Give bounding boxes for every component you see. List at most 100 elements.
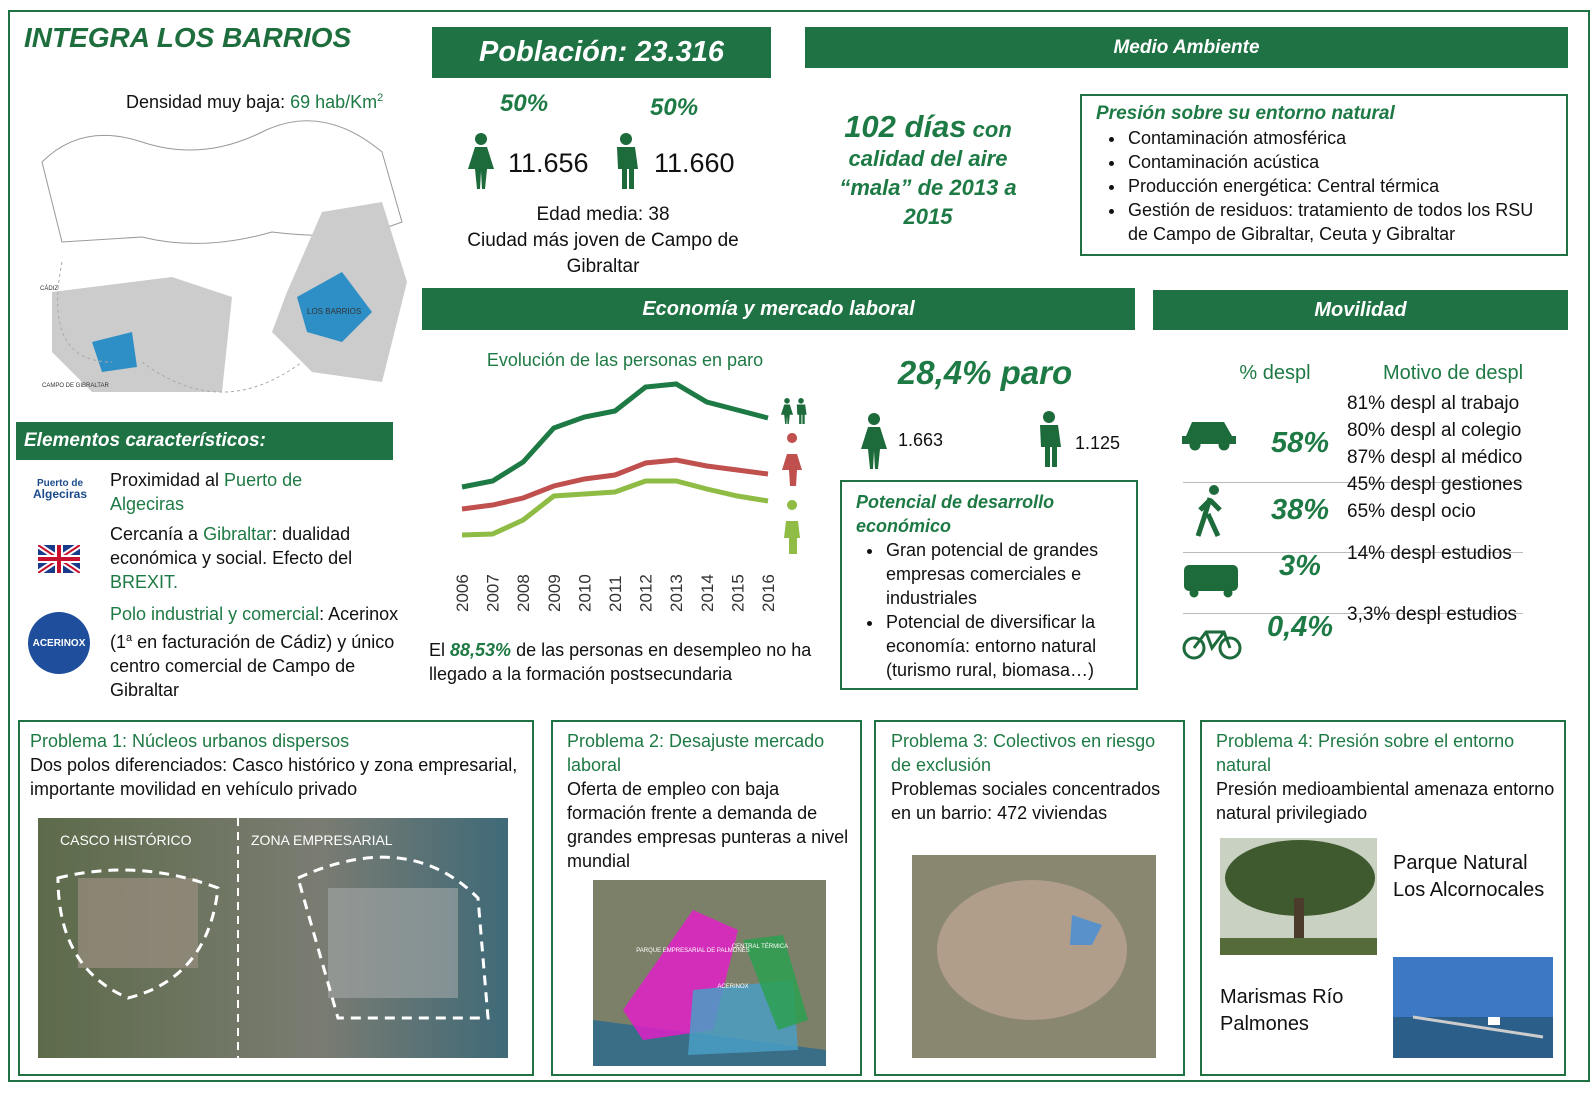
map-label: LOS BARRIOS (307, 307, 361, 316)
women-unemployed: 1.663 (898, 430, 943, 451)
caption: Marismas Río Palmones (1220, 984, 1370, 1038)
problem-title: Problema 2: Desajuste mercado laboral (567, 729, 857, 777)
x-tick-label: 2012 (637, 574, 656, 612)
environment-title: Medio Ambiente (805, 27, 1568, 68)
x-tick-label: 2013 (667, 574, 686, 612)
mobility-reason: 81% despl al trabajo (1347, 393, 1519, 415)
problem-title: Problema 1: Núcleos urbanos dispersos (30, 729, 530, 753)
pressure-title: Presión sobre su entorno natural (1096, 102, 1556, 126)
economy-title: Economía y mercado laboral (422, 288, 1135, 330)
man-icon (611, 133, 641, 193)
text-part: El (429, 640, 450, 660)
x-tick-label: 2016 (759, 574, 778, 612)
woman-icon (466, 133, 496, 193)
list-item: Potencial de diversificar la economía: e… (884, 610, 1128, 682)
text-part: 2 (377, 92, 383, 104)
mobility-pct: 0,4% (1250, 611, 1350, 644)
men-unemployed: 1.125 (1075, 433, 1120, 454)
mobility-reason: 80% despl al colegio (1347, 420, 1521, 442)
mobility-reason: 45% despl gestiones (1347, 474, 1522, 496)
text-part: calidad del aire “mala” de 2013 a 2015 (839, 146, 1016, 229)
potential-title: Potencial de desarrollo económico (856, 490, 1128, 538)
problem: Problema 4: Presión sobre el entorno nat… (1216, 729, 1561, 825)
text-part: Gibraltar (203, 524, 272, 544)
list-item: Gran potencial de grandes empresas comer… (884, 538, 1128, 610)
line (462, 481, 768, 535)
air-quality: 102 días con calidad del aire “mala” de … (818, 112, 1038, 231)
x-tick-label: 2010 (575, 574, 594, 612)
page: Integra Los Barrios {"header":{"title":"… (0, 0, 1596, 1098)
problem-title: Problema 4: Presión sobre el entorno nat… (1216, 729, 1561, 777)
text-part: Polo industrial y comercial (110, 604, 319, 624)
education: El 88,53% de las personas en desempleo n… (429, 638, 839, 686)
text-part: Densidad muy baja: (126, 92, 290, 112)
mobility-reason: 65% despl ocio (1347, 501, 1476, 523)
line (462, 460, 768, 509)
mobility-pct: 3% (1250, 550, 1350, 583)
legend-icons (781, 398, 807, 554)
potential-list: Gran potencial de grandes empresas comer… (856, 538, 1128, 682)
mobility-pct: 38% (1250, 494, 1350, 527)
women-pct: 50% (500, 90, 548, 118)
list-item: Contaminación acústica (1126, 150, 1556, 174)
unemployment: 28,4% paro (860, 354, 1110, 392)
caption: Parque Natural Los Alcornocales (1393, 850, 1553, 904)
text-part: 102 días (844, 109, 966, 144)
aerial-photo: PARQUE EMPRESARIAL DE PALMONES CENTRAL T… (593, 880, 826, 1066)
mobility-pct: 58% (1250, 427, 1350, 460)
text-part: con (967, 117, 1012, 142)
mobility-col: Motivo de despl (1353, 362, 1553, 385)
logo-acerinox: ACERINOX (28, 612, 90, 674)
pressure-list: Contaminación atmosféricaContaminación a… (1096, 126, 1556, 246)
nature-photo (1393, 957, 1553, 1058)
image-label: ZONA EMPRESARIAL (251, 832, 393, 848)
mobility-reason: 87% despl al médico (1347, 447, 1522, 469)
map: LOS BARRIOS CAMPO DE GIBRALTAR CÁDIZ (22, 62, 422, 412)
text-part: BREXIT. (110, 572, 178, 592)
elements-title: Elementos característicos: (16, 422, 393, 460)
population-title: Población: 23.316 (432, 27, 771, 78)
x-tick-label: 2007 (484, 574, 503, 612)
mobility-reason: 3,3% despl estudios (1347, 604, 1517, 626)
title: INTEGRA LOS BARRIOS (24, 22, 351, 54)
x-tick-label: 2008 (514, 574, 533, 612)
problem: Problema 3: Colectivos en riesgo de excl… (891, 729, 1176, 825)
problem-text: Dos polos diferenciados: Casco histórico… (30, 753, 530, 801)
mobility-reason: 14% despl estudios (1347, 543, 1512, 565)
image-label: CENTRAL TÉRMICA (732, 943, 788, 950)
image-label: ACERINOX (717, 984, 748, 990)
nature-photo (1220, 838, 1377, 955)
men-pct: 50% (650, 94, 698, 122)
list-item: Gestión de residuos: tratamiento de todo… (1126, 198, 1556, 246)
men-count: 11.660 (654, 148, 735, 179)
problem-title: Problema 3: Colectivos en riesgo de excl… (891, 729, 1176, 777)
man-icon (1034, 410, 1064, 470)
map-region (52, 277, 232, 392)
x-tick-label: 2006 (453, 574, 472, 612)
aerial-photo (912, 855, 1156, 1058)
mobility-col: % despl (1225, 362, 1325, 385)
body: INTEGRA LOS BARRIOS LOS BARRIOS CAMPO DE… (0, 0, 1596, 1098)
problem-text: Oferta de empleo con baja formación fren… (567, 777, 857, 873)
age: Edad media: 38 (453, 202, 753, 228)
x-tick-label: 2015 (728, 574, 747, 612)
element-item: Cercanía a Gibraltar: dualidad económica… (110, 522, 400, 594)
problem-text: Presión medioambiental amenaza entorno n… (1216, 777, 1561, 825)
mobility-icons (1180, 410, 1250, 670)
map-label: CÁDIZ (40, 285, 58, 292)
x-tick-label: 2009 (545, 574, 564, 612)
element-item: Polo industrial y comercial: Acerinox (1… (110, 602, 400, 702)
mobility-title: Movilidad (1153, 290, 1568, 330)
line (462, 384, 768, 487)
density: Densidad muy baja: 69 hab/Km2 (126, 86, 383, 114)
text-part: Cercanía a (110, 524, 203, 544)
image-label: CASCO HISTÓRICO (60, 832, 192, 848)
text-part: Proximidad al (110, 470, 224, 490)
logo-text: Algeciras (18, 489, 102, 500)
aerial-photo: CASCO HISTÓRICO ZONA EMPRESARIAL (38, 818, 508, 1058)
list-item: Contaminación atmosférica (1126, 126, 1556, 150)
text-part: en facturación de Cádiz) y único centro … (110, 632, 394, 700)
